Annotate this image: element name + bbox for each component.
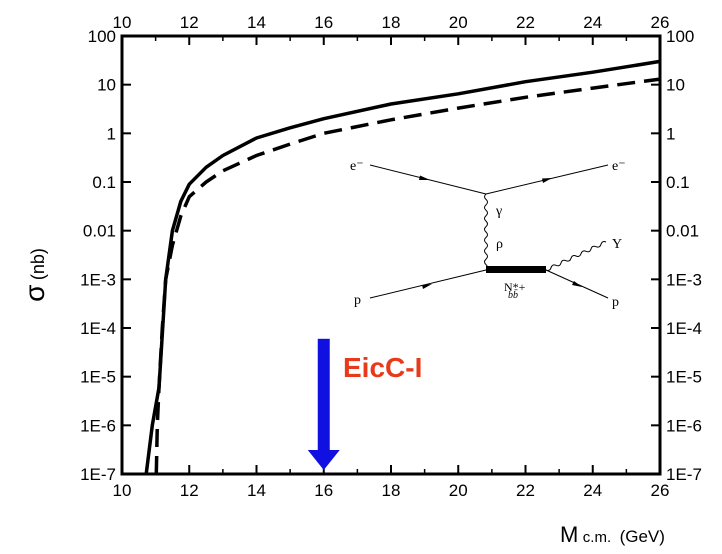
x-axis-label-sub: c.m.: [583, 529, 611, 546]
x-tick-label-bottom: 26: [651, 481, 670, 500]
x-tick-label-top: 16: [314, 13, 333, 32]
y-tick-label-right: 100: [666, 27, 694, 46]
x-tick-label-bottom: 18: [382, 481, 401, 500]
x-axis-label-main: M: [560, 522, 578, 547]
axis-tick-labels: 1010121214141616181820202222242426261E-7…: [80, 13, 702, 500]
diagram-arrow-icon: [422, 284, 432, 289]
nstar-sub: bb̄: [508, 289, 518, 301]
series-solid-line: [144, 59, 661, 475]
x-tick-label-top: 24: [583, 13, 602, 32]
y-tick-label-left: 1E-4: [80, 319, 116, 338]
y-tick-label-right: 1E-5: [666, 368, 702, 387]
diagram-proton-in-line: [369, 269, 487, 299]
y-tick-label-left: 10: [97, 76, 116, 95]
x-tick-label-top: 18: [382, 13, 401, 32]
eicc-label: EicC-I: [343, 352, 422, 383]
x-tick-label-top: 10: [113, 13, 132, 32]
plot-frame: [120, 34, 662, 476]
series-dashed-line: [154, 77, 661, 475]
y-tick-label-right: 1E-4: [666, 319, 702, 338]
y-tick-label-left: 100: [88, 27, 116, 46]
x-tick-label-bottom: 20: [449, 481, 468, 500]
diagram-arrow-icon: [542, 178, 552, 183]
diagram-nstar-propagator: [486, 266, 546, 273]
x-tick-label-top: 14: [247, 13, 266, 32]
diagram-arrow-icon: [419, 175, 430, 180]
y-tick-label-left: 1E-7: [80, 465, 116, 484]
x-tick-label-top: 20: [449, 13, 468, 32]
eicc-annotation: EicC-I: [307, 338, 422, 470]
x-tick-label-top: 22: [516, 13, 535, 32]
eicc-arrow-shaft: [317, 338, 330, 450]
x-tick-label-top: 12: [180, 13, 199, 32]
axis-ticks: [121, 35, 661, 475]
diagram-label-upsilon: Υ: [612, 237, 622, 252]
y-tick-label-right: 0.1: [666, 173, 690, 192]
x-tick-label-bottom: 12: [180, 481, 199, 500]
y-axis-label: σ (nb): [19, 248, 50, 302]
nstar-main: N*+: [504, 280, 526, 294]
diagram-label-nstar: N*+ bb̄: [504, 280, 529, 301]
y-tick-label-right: 1E-3: [666, 270, 702, 289]
eicc-arrow-head-icon: [307, 450, 340, 470]
y-tick-label-left: 0.1: [92, 173, 116, 192]
y-tick-label-right: 1: [666, 124, 675, 143]
y-tick-label-right: 1E-7: [666, 465, 702, 484]
y-tick-label-left: 1: [107, 124, 116, 143]
y-tick-label-right: 10: [666, 76, 685, 95]
diagram-label-rho: ρ: [496, 237, 503, 252]
y-tick-label-right: 1E-6: [666, 416, 702, 435]
diagram-label-p-out: p: [612, 295, 619, 310]
diagram-arrow-icon: [572, 281, 582, 287]
y-tick-label-left: 0.01: [83, 222, 116, 241]
diagram-label-e-in: e⁻: [350, 159, 364, 174]
x-tick-label-bottom: 16: [314, 481, 333, 500]
diagram-photon-line: [484, 193, 488, 271]
diagram-label-gamma: γ: [495, 204, 502, 219]
feynman-diagram-inset: e⁻ e⁻ γ ρ p p Υ N*+ bb̄: [350, 159, 626, 310]
diagram-label-p-in: p: [354, 293, 361, 308]
x-tick-label-bottom: 14: [247, 481, 266, 500]
y-axis-label-unit: (nb): [28, 248, 48, 280]
diagram-label-e-out: e⁻: [612, 159, 626, 174]
x-tick-label-bottom: 24: [583, 481, 602, 500]
x-tick-label-bottom: 22: [516, 481, 535, 500]
x-axis-label: M c.m. (GeV): [560, 522, 665, 547]
y-axis-label-main: σ: [19, 285, 50, 302]
x-axis-label-unit: (GeV): [620, 527, 665, 546]
y-tick-label-right: 0.01: [666, 222, 699, 241]
y-tick-label-left: 1E-6: [80, 416, 116, 435]
diagram-upsilon-line: [545, 241, 607, 271]
x-tick-label-bottom: 10: [113, 481, 132, 500]
y-tick-label-left: 1E-5: [80, 368, 116, 387]
x-tick-label-top: 26: [651, 13, 670, 32]
y-tick-label-left: 1E-3: [80, 270, 116, 289]
